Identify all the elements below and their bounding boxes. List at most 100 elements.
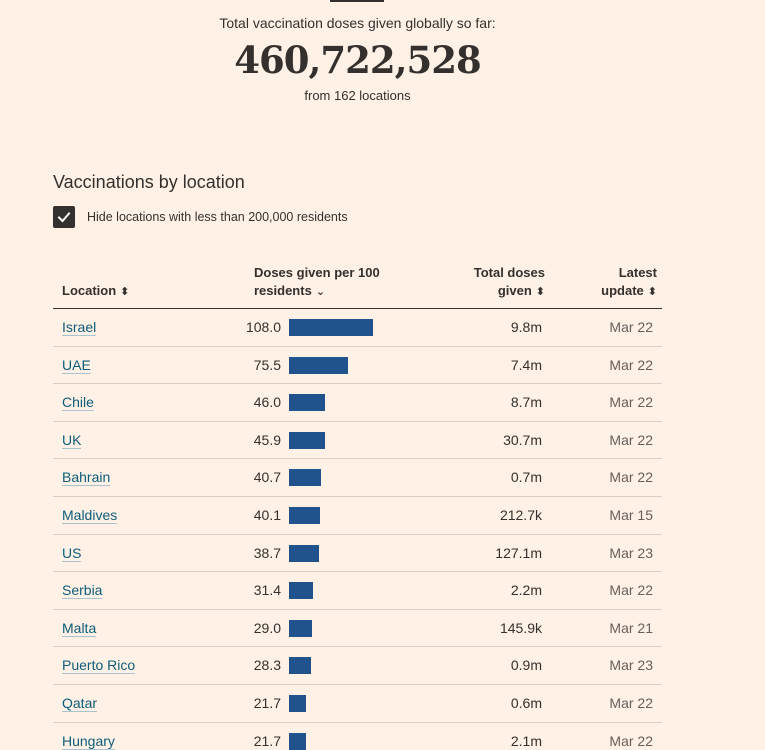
table-row: Chile 46.0 8.7m Mar 22: [53, 384, 662, 422]
doses-per-100-bar: [289, 544, 319, 562]
doses-per-100-bar: [289, 732, 306, 750]
sort-total-header[interactable]: Total doses given ⬍: [474, 264, 545, 301]
total-doses-value: 0.7m: [510, 469, 542, 486]
location-link[interactable]: Maldives: [62, 506, 118, 524]
latest-update-date: Mar 23: [609, 657, 653, 674]
latest-update-date: Mar 15: [609, 506, 653, 523]
filter-label: Hide locations with less than 200,000 re…: [87, 210, 348, 224]
location-link[interactable]: Puerto Rico: [62, 657, 136, 675]
location-link[interactable]: Hungary: [62, 732, 115, 750]
location-link[interactable]: Israel: [62, 319, 97, 336]
sort-both-icon: ⬍: [535, 286, 545, 298]
doses-per-100-value: 38.7: [253, 544, 281, 561]
table-row: Maldives 40.1 212.7k Mar 15: [53, 497, 662, 535]
doses-per-100-value: 108.0: [245, 319, 281, 335]
total-doses-value: 2.2m: [510, 582, 542, 599]
location-header-label: Location: [62, 283, 117, 298]
latest-update-date: Mar 22: [609, 356, 653, 373]
total-header-line2: given: [497, 283, 532, 298]
total-doses-value: 0.9m: [510, 657, 542, 674]
table-row: UK 45.9 30.7m Mar 22: [53, 422, 662, 460]
total-doses-value: 30.7m: [503, 431, 542, 448]
table-header: Location ⬍ Doses given per 100 residents ⌄…: [53, 262, 662, 309]
doses-per-100-value: 28.3: [253, 657, 281, 674]
sort-both-icon: ⬍: [120, 286, 130, 298]
doses-per-100-value: 75.5: [253, 356, 281, 373]
total-doses-value: 0.6m: [510, 694, 542, 711]
total-doses-value: 9.8m: [510, 319, 542, 335]
update-header-line1: Latest: [618, 265, 657, 280]
table-row: Hungary 21.7 2.1m Mar 22: [53, 723, 662, 750]
sort-update-header[interactable]: Latest update ⬍: [601, 264, 657, 301]
sort-doses-header[interactable]: Doses given per 100 residents ⌄: [254, 264, 380, 301]
vaccinations-table: Location ⬍ Doses given per 100 residents ⌄…: [53, 262, 662, 750]
total-doses-value: 127.1m: [495, 544, 542, 561]
total-doses-value: 8.7m: [510, 394, 542, 411]
latest-update-date: Mar 22: [609, 732, 653, 749]
latest-update-date: Mar 21: [609, 619, 653, 636]
doses-per-100-value: 45.9: [253, 431, 281, 448]
location-link[interactable]: UK: [62, 431, 82, 449]
doses-per-100-bar: [289, 582, 313, 600]
latest-update-date: Mar 23: [609, 544, 653, 561]
doses-header-line1: Doses given per 100: [254, 265, 380, 280]
top-rule: [330, 0, 384, 2]
doses-per-100-bar: [289, 619, 312, 637]
table-row: Puerto Rico 28.3 0.9m Mar 23: [53, 647, 662, 685]
doses-per-100-value: 21.7: [253, 732, 281, 749]
summary-label: Total vaccination doses given globally s…: [219, 15, 496, 31]
doses-per-100-value: 21.7: [253, 694, 281, 711]
table-row: Bahrain 40.7 0.7m Mar 22: [53, 459, 662, 497]
latest-update-date: Mar 22: [609, 469, 653, 486]
summary-total: 460,722,528: [234, 38, 481, 82]
doses-per-100-bar: [289, 657, 311, 675]
doses-per-100-value: 40.7: [253, 469, 281, 486]
doses-per-100-bar: [289, 694, 306, 712]
table-row: Israel 108.0 9.8m Mar 22: [53, 309, 662, 347]
total-doses-value: 145.9k: [499, 619, 542, 636]
doses-per-100-bar: [289, 394, 325, 412]
doses-per-100-bar: [289, 319, 373, 336]
table-row: US 38.7 127.1m Mar 23: [53, 535, 662, 573]
table-body: Israel 108.0 9.8m Mar 22 UAE 75.5 7.4m Mar 22 Ch…: [53, 309, 662, 750]
location-link[interactable]: Chile: [62, 394, 94, 412]
latest-update-date: Mar 22: [609, 582, 653, 599]
location-link[interactable]: Bahrain: [62, 469, 111, 487]
doses-per-100-bar: [289, 506, 320, 524]
location-link[interactable]: Malta: [62, 619, 97, 637]
doses-per-100-value: 29.0: [253, 619, 281, 636]
table-row: Qatar 21.7 0.6m Mar 22: [53, 685, 662, 723]
doses-header-line2: residents: [254, 283, 312, 298]
sort-descending-icon: ⌄: [315, 286, 326, 298]
doses-per-100-bar: [289, 356, 348, 374]
doses-per-100-value: 40.1: [253, 506, 281, 523]
doses-per-100-bar: [289, 469, 321, 487]
table-row: UAE 75.5 7.4m Mar 22: [53, 347, 662, 385]
doses-per-100-bar: [289, 431, 325, 449]
total-header-line1: Total doses: [473, 265, 545, 280]
latest-update-date: Mar 22: [609, 431, 653, 448]
sort-location-header[interactable]: Location ⬍: [62, 282, 129, 301]
latest-update-date: Mar 22: [609, 694, 653, 711]
location-link[interactable]: UAE: [62, 356, 91, 374]
doses-per-100-value: 31.4: [253, 582, 281, 599]
total-doses-value: 2.1m: [510, 732, 542, 749]
location-link[interactable]: Qatar: [62, 694, 98, 712]
section-title: Vaccinations by location: [53, 172, 245, 192]
checkmark-icon: [57, 212, 71, 223]
latest-update-date: Mar 22: [609, 319, 653, 335]
total-doses-value: 7.4m: [510, 356, 542, 373]
table-row: Malta 29.0 145.9k Mar 21: [53, 610, 662, 648]
doses-per-100-value: 46.0: [253, 394, 281, 411]
latest-update-date: Mar 22: [609, 394, 653, 411]
location-link[interactable]: Serbia: [62, 582, 103, 600]
total-doses-value: 212.7k: [499, 506, 542, 523]
table-row: Serbia 31.4 2.2m Mar 22: [53, 572, 662, 610]
sort-both-icon: ⬍: [647, 286, 657, 298]
location-link[interactable]: US: [62, 544, 82, 562]
filter-row[interactable]: Hide locations with less than 200,000 re…: [53, 206, 348, 228]
summary-sub: from 162 locations: [304, 88, 411, 103]
update-header-line2: update: [601, 283, 644, 298]
hide-small-locations-checkbox[interactable]: [53, 206, 75, 228]
